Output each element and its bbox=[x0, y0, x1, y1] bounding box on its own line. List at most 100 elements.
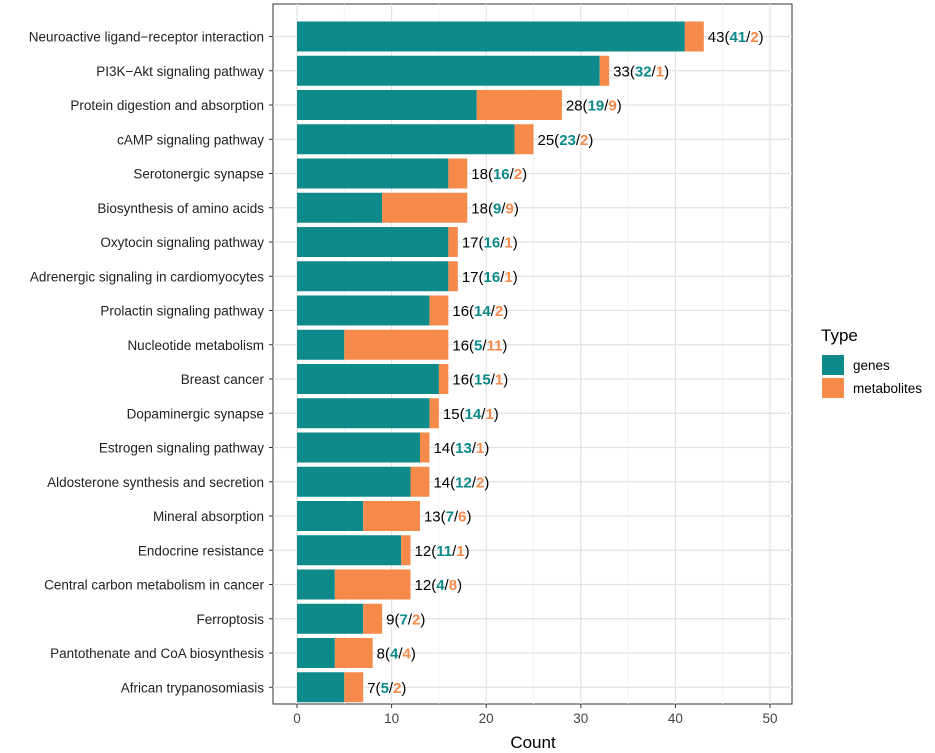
data-label-separator: / bbox=[398, 646, 403, 663]
data-label-genes: 16 bbox=[484, 235, 501, 252]
data-label-close: ) bbox=[457, 577, 462, 594]
data-label-metabolites: 9 bbox=[608, 98, 616, 115]
data-label-total: 12( bbox=[415, 543, 437, 560]
data-label-metabolites: 1 bbox=[504, 269, 512, 286]
data-label-total: 13( bbox=[424, 509, 446, 526]
x-tick-label: 10 bbox=[384, 711, 399, 726]
data-label-separator: / bbox=[408, 611, 413, 628]
bar-metabolites bbox=[599, 55, 610, 86]
category-label: Mineral absorption bbox=[153, 509, 264, 524]
data-label-metabolites: 2 bbox=[495, 303, 503, 320]
data-label-metabolites: 11 bbox=[487, 337, 503, 354]
data-label-total: 17( bbox=[462, 235, 484, 252]
bar-genes bbox=[297, 124, 515, 155]
data-label: 12(11/1) bbox=[415, 543, 470, 560]
bar-metabolites bbox=[514, 124, 534, 155]
category-label: Central carbon metabolism in cancer bbox=[44, 578, 264, 593]
data-label-genes: 4 bbox=[436, 577, 445, 594]
data-label: 28(19/9) bbox=[566, 98, 622, 115]
bar-metabolites bbox=[429, 295, 449, 326]
data-label-genes: 11 bbox=[436, 543, 452, 560]
bar-genes bbox=[297, 295, 430, 326]
data-label-genes: 5 bbox=[474, 337, 482, 354]
legend-label-metabolites: metabolites bbox=[853, 381, 922, 396]
category-label: PI3K−Akt signaling pathway bbox=[96, 64, 264, 79]
data-label-close: ) bbox=[467, 509, 472, 526]
data-label: 18(16/2) bbox=[471, 166, 527, 183]
category-label: Prolactin signaling pathway bbox=[100, 304, 264, 319]
bar-metabolites bbox=[448, 158, 468, 189]
bar-genes bbox=[297, 261, 449, 292]
category-label: Neuroactive ligand−receptor interaction bbox=[29, 30, 264, 45]
bar-metabolites bbox=[684, 21, 704, 52]
data-label-separator: / bbox=[445, 577, 450, 594]
data-label-separator: / bbox=[501, 200, 506, 217]
data-labels: 43(41/2)33(32/1)28(19/9)25(23/2)18(16/2)… bbox=[367, 29, 763, 697]
bar-genes bbox=[297, 501, 364, 531]
data-label-separator: / bbox=[500, 235, 505, 252]
data-label-total: 43( bbox=[708, 29, 730, 46]
data-label-total: 16( bbox=[452, 303, 474, 320]
data-label-metabolites: 1 bbox=[495, 372, 503, 389]
data-label-metabolites: 2 bbox=[393, 680, 401, 697]
data-label-metabolites: 4 bbox=[403, 646, 412, 663]
data-label: 8(4/4) bbox=[377, 646, 416, 663]
data-label-metabolites: 8 bbox=[449, 577, 457, 594]
data-label: 7(5/2) bbox=[367, 680, 406, 697]
data-label-separator: / bbox=[500, 269, 505, 286]
data-label-close: ) bbox=[588, 132, 593, 149]
data-label-genes: 16 bbox=[493, 166, 510, 183]
data-label-metabolites: 2 bbox=[580, 132, 588, 149]
x-tick-label: 20 bbox=[479, 711, 494, 726]
data-label-total: 18( bbox=[471, 200, 493, 217]
data-label-genes: 7 bbox=[446, 509, 454, 526]
data-label-total: 18( bbox=[471, 166, 493, 183]
data-label-genes: 23 bbox=[559, 132, 576, 149]
bar-genes bbox=[297, 329, 345, 360]
data-label-total: 8( bbox=[377, 646, 390, 663]
data-label-genes: 5 bbox=[381, 680, 389, 697]
data-label-separator: / bbox=[482, 337, 487, 354]
data-label-total: 14( bbox=[433, 474, 455, 491]
data-label: 16(14/2) bbox=[452, 303, 508, 320]
category-label: Oxytocin signaling pathway bbox=[100, 235, 264, 250]
data-label-total: 9( bbox=[386, 611, 399, 628]
data-label-metabolites: 1 bbox=[456, 543, 464, 560]
data-label-close: ) bbox=[502, 337, 507, 354]
data-label-separator: / bbox=[604, 98, 609, 115]
data-label-close: ) bbox=[484, 474, 489, 491]
data-label-genes: 32 bbox=[635, 63, 652, 80]
category-label: Nucleotide metabolism bbox=[127, 338, 264, 353]
bar-metabolites bbox=[438, 364, 449, 394]
data-label-total: 15( bbox=[443, 406, 465, 423]
data-label-separator: / bbox=[481, 406, 486, 423]
x-axis-title: Count bbox=[510, 733, 556, 752]
bar-metabolites bbox=[448, 227, 458, 257]
legend-swatch-genes bbox=[822, 355, 844, 375]
bar-genes bbox=[297, 535, 402, 566]
bar-metabolites bbox=[344, 672, 364, 703]
bar-genes bbox=[297, 466, 411, 497]
data-label: 14(12/2) bbox=[433, 474, 489, 491]
bar-metabolites bbox=[363, 603, 383, 634]
data-label-genes: 14 bbox=[474, 303, 491, 320]
data-label-close: ) bbox=[503, 303, 508, 320]
data-label-genes: 4 bbox=[390, 646, 399, 663]
data-label-separator: / bbox=[510, 166, 515, 183]
bar-genes bbox=[297, 638, 335, 668]
data-label-close: ) bbox=[522, 166, 527, 183]
bar-genes bbox=[297, 603, 364, 634]
data-label-genes: 9 bbox=[493, 200, 501, 217]
category-label: Adrenergic signaling in cardiomyocytes bbox=[30, 269, 264, 284]
data-label-separator: / bbox=[746, 29, 751, 46]
data-label-genes: 19 bbox=[588, 98, 605, 115]
data-label-total: 17( bbox=[462, 269, 484, 286]
data-label: 43(41/2) bbox=[708, 29, 764, 46]
data-label-metabolites: 6 bbox=[458, 509, 466, 526]
data-label: 15(14/1) bbox=[443, 406, 499, 423]
data-label-genes: 12 bbox=[455, 474, 472, 491]
data-label-separator: / bbox=[491, 303, 496, 320]
data-label-separator: / bbox=[472, 474, 477, 491]
x-tick-label: 0 bbox=[293, 711, 301, 726]
